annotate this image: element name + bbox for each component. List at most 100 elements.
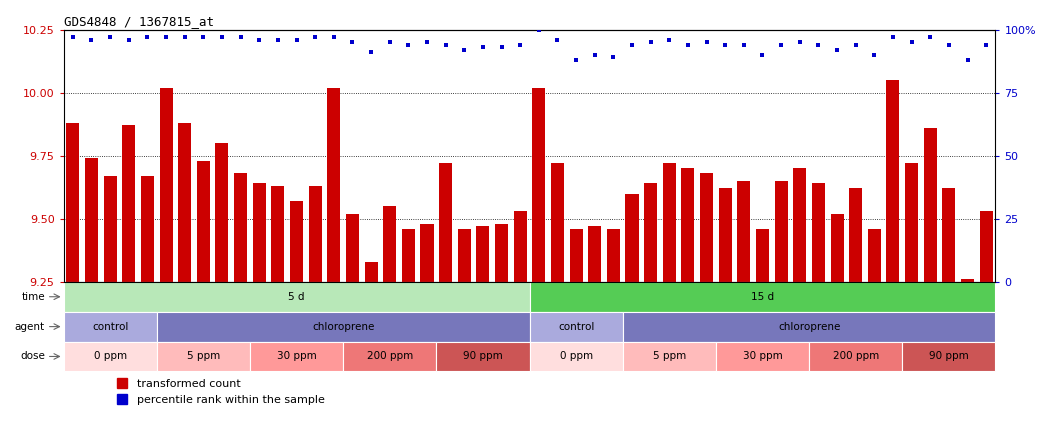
Bar [495,224,508,282]
Bar [308,186,322,282]
Bar [290,201,303,282]
Text: 200 ppm: 200 ppm [832,352,879,362]
Bar [141,176,154,282]
Bar [923,128,937,282]
Point [587,52,604,58]
Bar [327,88,340,282]
Bar [197,161,210,282]
Bar [253,184,266,282]
Point [65,34,82,41]
Bar [514,211,526,282]
Text: 15 d: 15 d [751,292,774,302]
Bar [905,163,918,282]
Point [195,34,212,41]
Point [661,36,678,43]
Point [847,41,864,48]
Point [717,41,734,48]
Bar [793,168,806,282]
Point [866,52,883,58]
Bar [849,189,862,282]
Point [455,47,472,53]
Legend: transformed count, percentile rank within the sample: transformed count, percentile rank withi… [106,375,329,409]
Point [121,36,138,43]
Bar [530,282,995,312]
Bar [234,173,247,282]
Point [903,39,920,46]
Text: chloroprene: chloroprene [778,321,840,332]
Bar [719,189,732,282]
Point [791,39,808,46]
Text: 0 ppm: 0 ppm [93,352,127,362]
Bar [383,206,396,282]
Point [381,39,398,46]
Bar [530,312,623,341]
Point [511,41,528,48]
Point [959,57,976,63]
Text: time: time [21,292,44,302]
Point [698,39,715,46]
Point [493,44,510,51]
Text: 5 ppm: 5 ppm [186,352,220,362]
Point [288,36,305,43]
Bar [737,181,751,282]
Bar [104,176,116,282]
Bar [420,224,433,282]
Bar [644,184,658,282]
Point [977,41,994,48]
Point [940,41,957,48]
Bar [364,262,378,282]
Point [810,41,827,48]
Text: 90 ppm: 90 ppm [929,352,969,362]
Bar [64,282,530,312]
Bar [250,341,343,371]
Text: 90 ppm: 90 ppm [463,352,503,362]
Point [754,52,771,58]
Point [362,49,379,56]
Bar [570,229,582,282]
Text: dose: dose [20,352,44,362]
Bar [943,189,955,282]
Point [214,34,231,41]
Bar [830,214,844,282]
Bar [122,126,136,282]
Point [325,34,342,41]
Bar [346,214,359,282]
Point [624,41,641,48]
Point [680,41,697,48]
Text: 30 ppm: 30 ppm [276,352,317,362]
Bar [67,123,79,282]
Bar [663,163,676,282]
Point [102,34,119,41]
Bar [756,229,769,282]
Text: 5 d: 5 d [288,292,305,302]
Bar [157,312,530,341]
Text: 200 ppm: 200 ppm [366,352,413,362]
Bar [588,226,602,282]
Bar [157,341,250,371]
Bar [623,312,995,341]
Bar [626,194,639,282]
Bar [681,168,695,282]
Bar [886,80,899,282]
Point [307,34,324,41]
Bar [64,341,157,371]
Bar [623,341,716,371]
Point [828,47,845,53]
Bar [774,181,788,282]
Bar [716,341,809,371]
Bar [961,279,974,282]
Point [176,34,193,41]
Point [344,39,361,46]
Bar [530,341,623,371]
Bar [457,229,471,282]
Bar [178,123,192,282]
Bar [271,186,285,282]
Point [884,34,901,41]
Text: agent: agent [15,321,44,332]
Bar [160,88,173,282]
Text: chloroprene: chloroprene [312,321,374,332]
Bar [980,211,992,282]
Bar [812,184,825,282]
Bar [809,341,902,371]
Bar [215,143,229,282]
